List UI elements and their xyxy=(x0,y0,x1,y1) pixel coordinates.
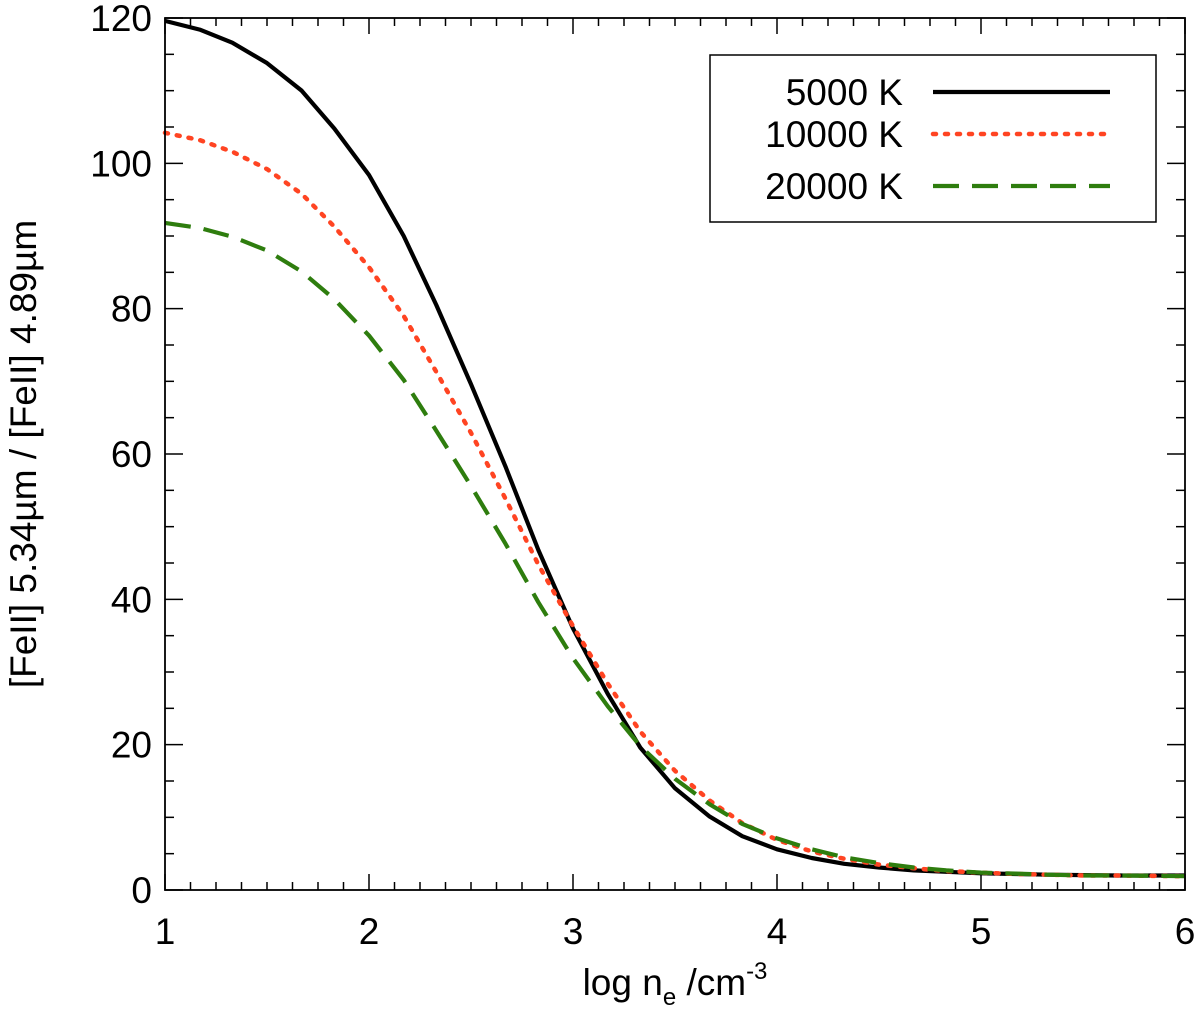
series-line-2 xyxy=(164,220,1186,879)
y-tick-label: 20 xyxy=(111,725,152,766)
x-tick-label: 4 xyxy=(767,911,788,952)
legend-label-1: 10000 K xyxy=(765,114,903,155)
y-axis-title: [FeII] 5.34µm / [FeII] 4.89µm xyxy=(3,220,44,688)
x-tick-label: 1 xyxy=(155,911,176,952)
x-tick-label: 6 xyxy=(1175,911,1196,952)
y-tick-label: 60 xyxy=(111,434,152,475)
y-tick-label: 120 xyxy=(90,0,152,39)
x-tick-label: 5 xyxy=(971,911,992,952)
legend-box xyxy=(709,54,1157,223)
x-axis-title-unit: /cm xyxy=(676,962,746,1003)
y-tick-label: 80 xyxy=(111,289,152,330)
series-lines xyxy=(162,18,1188,879)
series-line-1 xyxy=(162,130,1188,879)
y-tick-label: 100 xyxy=(90,143,152,184)
x-tick-label: 2 xyxy=(359,911,380,952)
x-axis-title-sub: e xyxy=(663,984,676,1011)
plot-frame xyxy=(164,17,1186,891)
legend-label-2: 20000 K xyxy=(765,166,903,207)
x-axis-title-main: log n xyxy=(583,962,663,1003)
legend-label-0: 5000 K xyxy=(786,72,904,113)
x-tick-label: 3 xyxy=(563,911,584,952)
x-axis-title-sup: -3 xyxy=(746,958,767,985)
x-axis-title: log ne /cm-3 xyxy=(583,958,768,1011)
y-tick-label: 0 xyxy=(131,870,152,911)
y-tick-label: 40 xyxy=(111,579,152,620)
